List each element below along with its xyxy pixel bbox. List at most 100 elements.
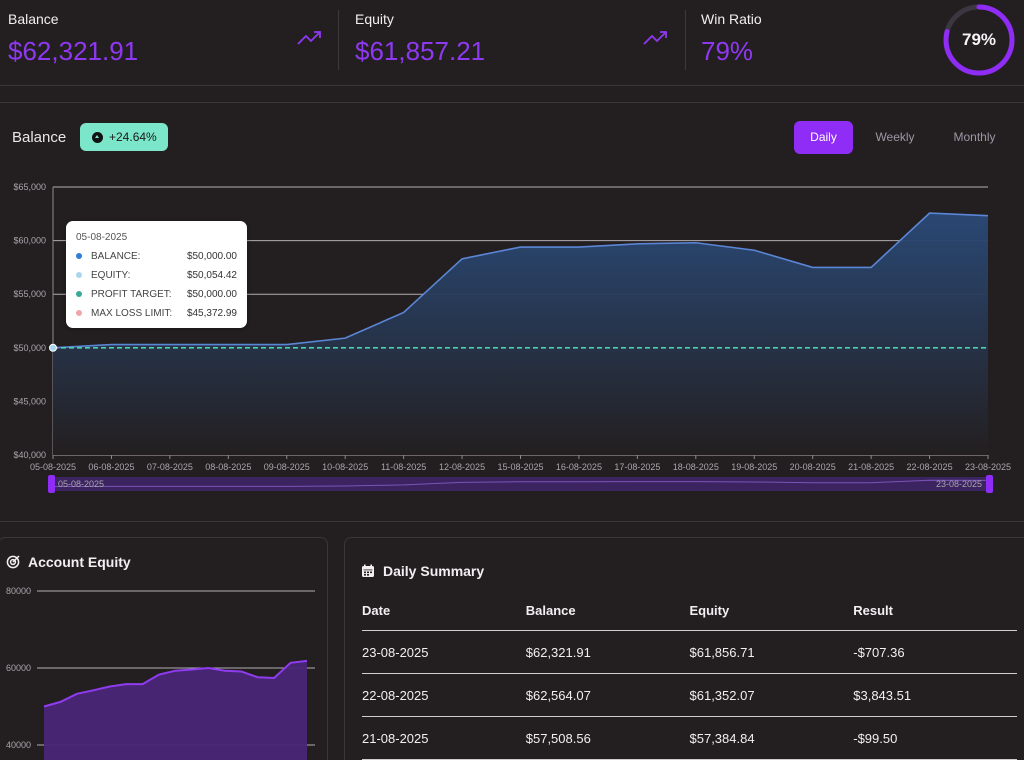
equity-series-line xyxy=(43,659,308,708)
x-tick-label: 07-08-2025 xyxy=(147,462,193,472)
table-cell: -$99.50 xyxy=(853,730,898,746)
tab-daily[interactable]: Daily xyxy=(794,121,853,154)
y-tick-label: 60000 xyxy=(6,663,31,673)
table-cell: $57,384.84 xyxy=(689,730,755,746)
win-ratio-value: 79% xyxy=(701,36,754,66)
column-header[interactable]: Result xyxy=(853,602,893,618)
x-tick-label: 19-08-2025 xyxy=(731,462,777,472)
table-cell: $61,352.07 xyxy=(689,687,755,703)
x-tick-label: 10-08-2025 xyxy=(322,462,368,472)
tooltip-row-label: MAX LOSS LIMIT: xyxy=(91,307,173,319)
stats-bar: Balance $62,321.91 Equity $61,857.21 Win… xyxy=(0,0,1024,86)
column-header[interactable]: Balance xyxy=(525,602,576,618)
table-cell: 21-08-2025 xyxy=(362,730,429,746)
daily-summary-title: Daily Summary xyxy=(383,563,485,579)
x-tick-label: 18-08-2025 xyxy=(673,462,719,472)
balance-dot-icon xyxy=(76,253,82,259)
x-tick-label: 12-08-2025 xyxy=(439,462,485,472)
tooltip-row-equity: EQUITY: $50,054.42 xyxy=(76,268,237,282)
balance-chart: $40,000 $45,000 $50,000 $55,000 $60,000 $65,0… xyxy=(13,182,1011,493)
equity-stat: Equity $61,857.21 xyxy=(340,0,686,86)
account-equity-header: Account Equity xyxy=(6,554,131,570)
balance-stat-label: Balance xyxy=(8,11,59,27)
y-tick-label: 40000 xyxy=(6,740,31,750)
win-ratio-stat: Win Ratio 79% xyxy=(686,0,1024,86)
x-tick-label: 21-08-2025 xyxy=(848,462,894,472)
stat-divider xyxy=(338,10,339,70)
zoom-slider-end-handle[interactable] xyxy=(986,475,993,493)
table-cell: $3,843.51 xyxy=(853,687,912,703)
table-row: 22-08-2025 $62,564.07 $61,352.07 $3,843.… xyxy=(362,674,1017,717)
table-cell: $62,564.07 xyxy=(525,687,591,703)
hover-point xyxy=(49,343,57,352)
growth-badge-text: +24.64% xyxy=(109,130,157,144)
growth-badge: +24.64% xyxy=(80,123,168,151)
win-ratio-ring xyxy=(943,4,1015,76)
x-tick-label: 15-08-2025 xyxy=(497,462,543,472)
tooltip-row-label: EQUITY: xyxy=(91,269,131,281)
tab-monthly[interactable]: Monthly xyxy=(953,130,996,144)
table-cell: $61,856.71 xyxy=(689,644,755,660)
equity-stat-label: Equity xyxy=(355,11,394,27)
tooltip-row-label: PROFIT TARGET: xyxy=(91,288,172,300)
zoom-slider-start-label: 05-08-2025 xyxy=(58,479,104,489)
zoom-slider-start-handle[interactable] xyxy=(48,475,55,493)
y-tick-label: $45,000 xyxy=(13,396,46,406)
stat-divider xyxy=(685,10,686,70)
tooltip-row-value: $50,000.00 xyxy=(186,250,237,262)
x-tick-label: 23-08-2025 xyxy=(965,462,1011,472)
column-header[interactable]: Equity xyxy=(689,602,730,618)
table-cell: 23-08-2025 xyxy=(362,644,429,660)
y-tick-label: $40,000 xyxy=(13,450,46,460)
x-tick-label: 06-08-2025 xyxy=(88,462,134,472)
account-equity-chart: 40000 60000 80000 xyxy=(6,586,315,760)
zoom-slider-preview xyxy=(52,479,989,487)
column-header[interactable]: Date xyxy=(362,602,391,618)
x-tick-label: 09-08-2025 xyxy=(264,462,310,472)
x-tick-label: 08-08-2025 xyxy=(205,462,251,472)
balance-area xyxy=(53,213,988,455)
max-loss-dot-icon xyxy=(76,310,82,316)
y-tick-label: 80000 xyxy=(6,586,31,596)
x-tick-label: 22-08-2025 xyxy=(907,462,953,472)
balance-series-line xyxy=(52,212,989,349)
y-tick-label: $50,000 xyxy=(13,343,46,353)
tooltip-row-label: BALANCE: xyxy=(91,250,141,262)
balance-chart-title: Balance xyxy=(12,129,67,146)
x-tick-label: 05-08-2025 xyxy=(30,462,76,472)
y-tick-label: $65,000 xyxy=(13,182,46,192)
x-tick-label: 11-08-2025 xyxy=(381,462,426,472)
tab-weekly[interactable]: Weekly xyxy=(875,130,915,144)
zoom-slider-track xyxy=(53,477,988,491)
equity-dot-icon xyxy=(76,272,82,278)
arrow-up-circle-icon xyxy=(92,131,103,143)
account-equity-title: Account Equity xyxy=(28,554,131,570)
table-row: 23-08-2025 $62,321.91 $61,856.71 -$707.3… xyxy=(362,631,1017,674)
x-tick-label: 20-08-2025 xyxy=(790,462,836,472)
daily-summary-header: Daily Summary xyxy=(361,563,484,579)
equity-area xyxy=(44,660,307,760)
equity-stat-value: $61,857.21 xyxy=(355,36,486,66)
x-tick-label: 16-08-2025 xyxy=(556,462,602,472)
tooltip-date: 05-08-2025 xyxy=(76,232,128,243)
table-header-row: Date Balance Equity Result xyxy=(362,590,1017,631)
tooltip-row-value: $50,054.42 xyxy=(186,269,237,281)
trending-up-icon xyxy=(643,31,667,45)
account-equity-card: 40000 60000 80000 Account Equity xyxy=(0,537,328,760)
table-cell: -$707.36 xyxy=(853,644,905,660)
win-ratio-label: Win Ratio xyxy=(701,11,762,27)
tooltip-row-profit-target: PROFIT TARGET: $50,000.00 xyxy=(76,287,237,301)
table-cell: 22-08-2025 xyxy=(362,687,429,703)
target-icon xyxy=(6,555,20,569)
tooltip-row-max-loss: MAX LOSS LIMIT: $45,372.99 xyxy=(76,306,237,320)
balance-chart-card: $40,000 $45,000 $50,000 $55,000 $60,000 $65,0… xyxy=(0,102,1024,522)
trending-up-icon xyxy=(297,31,321,45)
daily-summary-table: Date Balance Equity Result 23-08-2025 $6… xyxy=(362,590,1017,760)
period-tabs: Daily Weekly Monthly xyxy=(794,121,1012,154)
chart-tooltip: 05-08-2025 BALANCE: $50,000.00 EQUITY: $… xyxy=(66,221,247,328)
y-tick-label: $55,000 xyxy=(13,289,46,299)
tooltip-row-balance: BALANCE: $50,000.00 xyxy=(76,249,237,263)
profit-target-dot-icon xyxy=(76,291,82,297)
win-ratio-ring-text: 79% xyxy=(961,30,997,49)
